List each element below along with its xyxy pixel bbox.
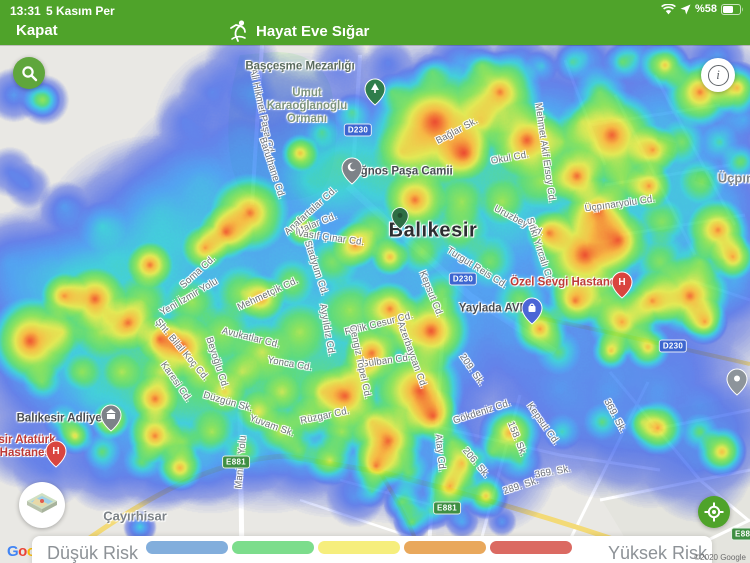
wifi-icon [661, 3, 676, 14]
header-bar: 13:31 5 Kasım Per %58 Kap [0, 0, 750, 45]
legend-segment [490, 541, 572, 554]
legend-segment [232, 541, 314, 554]
search-button[interactable] [13, 57, 45, 89]
legend-high-label: Yüksek Risk [608, 543, 708, 563]
hes-logo-icon [230, 20, 246, 42]
legend-segment [318, 541, 400, 554]
app-title: Hayat Eve Sığar [256, 22, 370, 40]
layers-thumbnail-icon [27, 493, 57, 513]
status-bar: 13:31 5 Kasım Per %58 [0, 0, 750, 20]
risk-legend: Düşük Risk Yüksek Risk [32, 536, 712, 563]
status-time: 13:31 [10, 4, 41, 18]
close-button[interactable]: Kapat [16, 22, 58, 39]
legend-segment [146, 541, 228, 554]
map-layers-button[interactable] [19, 482, 65, 528]
app-header: Kapat Hayat Eve Sığar [0, 18, 750, 45]
map-attribution: ©2020 Google [694, 553, 746, 562]
locate-icon [704, 502, 724, 522]
battery-percent: %58 [694, 3, 717, 15]
info-icon: i [707, 64, 729, 86]
legend-low-label: Düşük Risk [47, 543, 139, 563]
locate-button[interactable] [698, 496, 730, 528]
battery-icon [721, 3, 743, 15]
location-arrow-icon [680, 4, 691, 14]
info-button[interactable]: i [701, 58, 735, 92]
legend-segment [404, 541, 486, 554]
search-icon [21, 65, 37, 81]
app-title-group: Hayat Eve Sığar [228, 19, 369, 43]
status-date: 5 Kasım Per [46, 4, 115, 18]
